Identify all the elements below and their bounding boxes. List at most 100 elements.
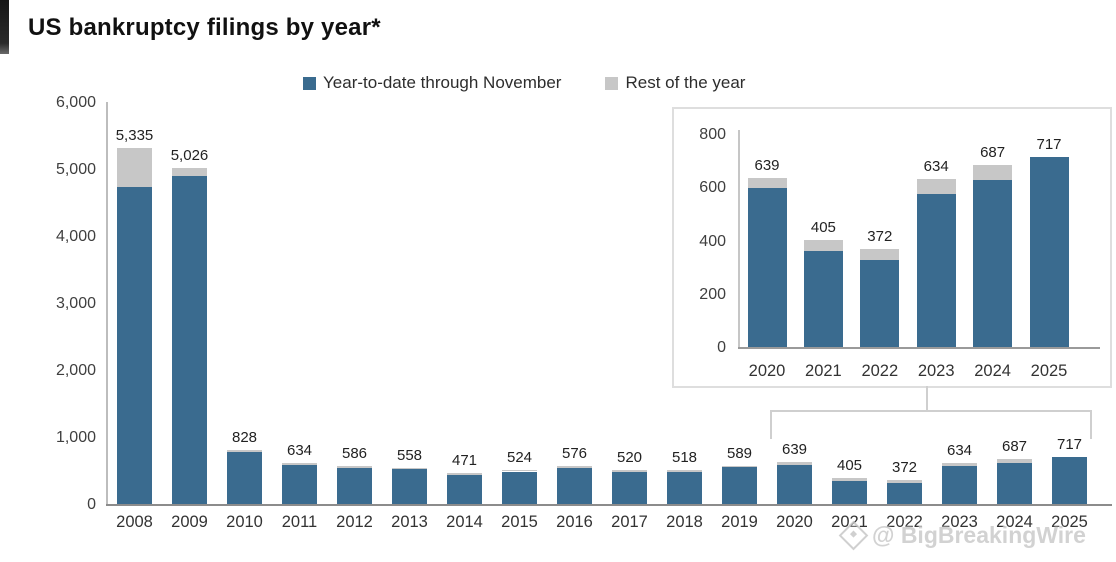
main-y-axis-line	[106, 102, 108, 505]
bar-total-label: 405	[810, 219, 836, 237]
bar-total-label: 405	[836, 456, 863, 474]
bar-total-label: 634	[946, 441, 973, 459]
bar-segment-ytd	[832, 480, 867, 505]
bar-segment-ytd	[803, 250, 843, 348]
y-axis-tick-label: 6,000	[55, 94, 96, 111]
bar-segment-rest	[667, 470, 702, 472]
x-axis-tick-label: 2022	[886, 513, 923, 531]
x-axis-tick-label: 2016	[556, 513, 593, 531]
bar-total-label: 639	[781, 441, 808, 459]
y-axis-tick-label: 600	[699, 179, 726, 197]
bar-segment-ytd	[392, 469, 427, 505]
y-axis-tick-label: 400	[699, 232, 726, 250]
bar-segment-rest	[942, 462, 977, 467]
bar-segment-ytd	[722, 467, 757, 505]
bar-segment-rest	[172, 168, 207, 177]
bar-segment-ytd	[916, 193, 956, 348]
bar-segment-ytd	[1052, 456, 1087, 505]
legend-item-ytd: Year-to-date through November	[303, 73, 561, 93]
bar-total-label: 634	[923, 158, 949, 176]
inset-connector-bar	[770, 410, 1092, 412]
bar-segment-rest	[392, 467, 427, 470]
legend-swatch-rest-icon	[605, 76, 619, 90]
x-axis-tick-label: 2008	[116, 513, 153, 531]
x-axis-tick-label: 2009	[171, 513, 208, 531]
bar-total-label: 524	[506, 448, 533, 466]
bar-segment-ytd	[973, 180, 1013, 348]
bar-segment-rest	[777, 462, 812, 465]
legend-label-rest: Rest of the year	[625, 73, 746, 92]
x-axis-tick-label: 2013	[391, 513, 428, 531]
x-axis-tick-label: 2025	[1030, 362, 1068, 380]
x-axis-tick-label: 2023	[917, 362, 955, 380]
y-axis-tick-label: 2,000	[55, 362, 96, 379]
y-axis-tick-label: 800	[699, 126, 726, 143]
bar-segment-rest	[227, 449, 262, 453]
legend-item-rest: Rest of the year	[605, 73, 745, 93]
bar-segment-ytd	[337, 467, 372, 505]
chart-title: US bankruptcy filings by year*	[28, 14, 381, 41]
bar-total-label: 687	[1001, 437, 1028, 455]
bar-segment-ytd	[1029, 157, 1069, 348]
y-axis-tick-label: 0	[717, 339, 726, 356]
x-axis-tick-label: 2015	[501, 513, 538, 531]
bar-segment-rest	[916, 179, 956, 194]
bar-total-label: 471	[451, 452, 478, 470]
bar-segment-ytd	[747, 188, 787, 348]
inset-connector-left-tick	[770, 410, 772, 439]
bar-segment-rest	[832, 477, 867, 481]
bar-segment-rest	[117, 147, 152, 187]
diamond-logo-icon	[838, 520, 869, 551]
bar-segment-ytd	[860, 260, 900, 348]
bar-segment-ytd	[117, 186, 152, 505]
x-axis-tick-label: 2020	[776, 513, 813, 531]
x-axis-tick-label: 2025	[1051, 513, 1088, 531]
bar-total-label: 634	[286, 441, 313, 459]
bar-segment-ytd	[612, 471, 647, 505]
bar-segment-rest	[747, 177, 787, 189]
main-x-axis-line	[106, 504, 1112, 506]
bar-total-label: 372	[867, 227, 893, 245]
bar-segment-rest	[722, 465, 757, 468]
bar-segment-rest	[973, 165, 1013, 181]
bar-segment-rest	[887, 480, 922, 483]
y-axis-tick-label: 4,000	[55, 228, 96, 245]
x-axis-tick-label: 2020	[748, 362, 786, 380]
bar-total-label: 717	[1056, 435, 1083, 453]
inset-connector-right-tick	[1090, 410, 1092, 439]
bar-segment-ytd	[227, 452, 262, 505]
bar-segment-ytd	[997, 462, 1032, 505]
bar-segment-rest	[612, 470, 647, 472]
bar-total-label: 576	[561, 445, 588, 463]
bar-segment-ytd	[777, 464, 812, 505]
bar-segment-ytd	[942, 466, 977, 505]
bar-segment-rest	[557, 466, 592, 469]
bar-segment-rest	[337, 465, 372, 468]
bar-total-label: 520	[616, 449, 643, 467]
screenshot-artifact-strip	[0, 0, 9, 54]
bar-total-label: 589	[726, 444, 753, 462]
bar-segment-rest	[803, 240, 843, 251]
y-axis-tick-label: 200	[699, 285, 726, 303]
inset-connector-stem	[926, 386, 928, 411]
bar-segment-rest	[997, 458, 1032, 463]
y-axis-tick-label: 0	[87, 496, 96, 513]
x-axis-tick-label: 2024	[996, 513, 1033, 531]
bar-total-label: 828	[231, 428, 258, 446]
bar-segment-rest	[447, 473, 482, 475]
watermark: @ BigBreakingWire	[838, 520, 1086, 551]
bar-total-label: 639	[754, 156, 780, 174]
x-axis-tick-label: 2018	[666, 513, 703, 531]
watermark-handle: @ BigBreakingWire	[872, 522, 1086, 548]
x-axis-tick-label: 2017	[611, 513, 648, 531]
x-axis-tick-label: 2019	[721, 513, 758, 531]
x-axis-tick-label: 2010	[226, 513, 263, 531]
x-axis-tick-label: 2012	[336, 513, 373, 531]
x-axis-tick-label: 2024	[974, 362, 1011, 380]
bar-segment-ytd	[887, 482, 922, 505]
bar-segment-rest	[282, 462, 317, 465]
bar-segment-ytd	[172, 176, 207, 505]
x-axis-tick-label: 2011	[281, 513, 318, 531]
bar-total-label: 5,335	[115, 126, 154, 144]
